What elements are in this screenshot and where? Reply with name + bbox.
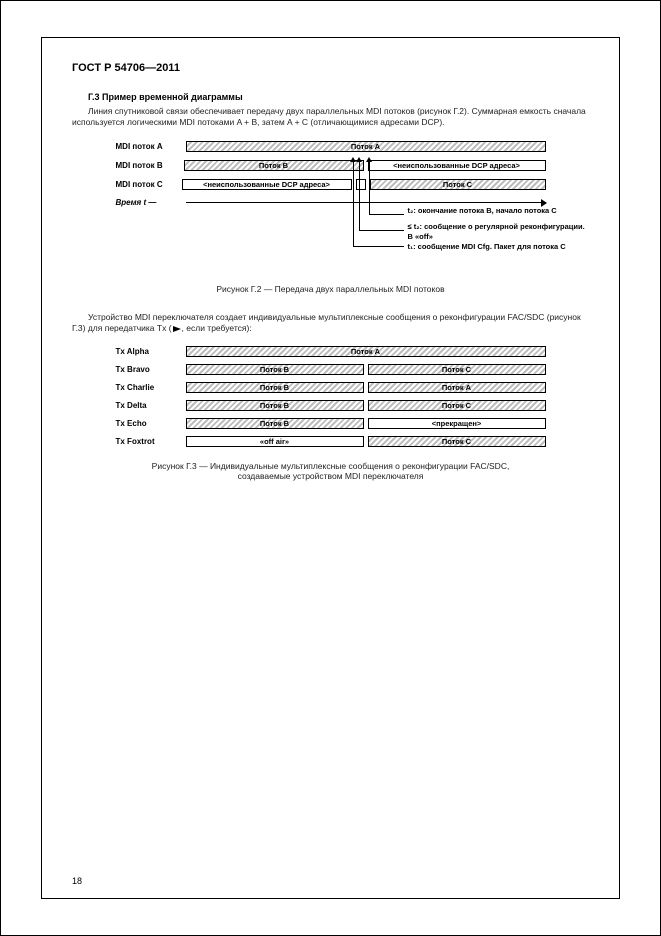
figure-g2: MDI поток AПоток AMDI поток BПоток B<неи… xyxy=(116,139,546,272)
tx-row: Tx EchoПоток B <прекращен> xyxy=(116,417,546,431)
timing-row: MDI поток C<неиспользованные DCP адреса>… xyxy=(116,177,546,192)
row-label: Tx Foxtrot xyxy=(116,437,186,446)
tx-row: Tx CharlieПоток B Поток A xyxy=(116,381,546,395)
callouts: t₂: окончание потока B, начало потока C≤… xyxy=(186,208,546,272)
bar-wrap: Поток B Поток C xyxy=(186,364,546,375)
row-label: Tx Delta xyxy=(116,401,186,410)
timing-segment: <неиспользованные DCP адреса> xyxy=(368,160,546,171)
doc-title: ГОСТ Р 54706—2011 xyxy=(72,62,589,74)
callout-note: ≤ t₂: сообщение о регулярной реконфигура… xyxy=(408,222,585,231)
paragraph-2-b: , если требуется): xyxy=(182,323,252,333)
bar-wrap: Поток A xyxy=(186,346,546,357)
row-label: MDI поток B xyxy=(116,161,184,170)
tx-segment: Поток B xyxy=(186,382,364,393)
tx-segment: Поток B xyxy=(186,400,364,411)
bar-wrap: Поток B <неиспользованные DCP адреса> xyxy=(184,160,546,171)
bar-wrap: «off air» Поток C xyxy=(186,436,546,447)
row-label: MDI поток C xyxy=(116,180,182,189)
timing-segment: Поток B xyxy=(184,160,364,171)
row-label: Tx Echo xyxy=(116,419,186,428)
triangle-icon xyxy=(173,326,181,332)
tx-segment: <прекращен> xyxy=(368,418,546,429)
row-label: Tx Alpha xyxy=(116,347,186,356)
tx-segment: Поток B xyxy=(186,364,364,375)
callout-note: t₁: сообщение MDI Cfg. Пакет для потока … xyxy=(408,242,566,251)
page-number: 18 xyxy=(72,876,82,886)
tx-segment: Поток A xyxy=(186,346,546,357)
tx-segment: Поток C xyxy=(368,364,546,375)
timing-segment: Поток A xyxy=(186,141,546,152)
callout-note: t₂: окончание потока B, начало потока C xyxy=(408,206,557,215)
paragraph-2-a: Устройство MDI переключателя создает инд… xyxy=(72,312,581,333)
tx-segment: Поток B xyxy=(186,418,364,429)
figure-g3: Tx AlphaПоток ATx BravoПоток BПоток CTx … xyxy=(116,345,546,449)
callout-note: B «off» xyxy=(408,232,433,241)
timing-row: MDI поток AПоток A xyxy=(116,139,546,154)
figure-g3-caption: Рисунок Г.3 — Индивидуальные мультиплекс… xyxy=(72,461,589,481)
paragraph-2: Устройство MDI переключателя создает инд… xyxy=(72,312,589,335)
row-label: MDI поток A xyxy=(116,142,186,151)
bar-wrap: Поток B Поток C xyxy=(186,400,546,411)
tx-row: Tx AlphaПоток A xyxy=(116,345,546,359)
row-label: Tx Charlie xyxy=(116,383,186,392)
timing-row: MDI поток BПоток B <неиспользованные DCP … xyxy=(116,158,546,173)
timing-segment: <неиспользованные DCP адреса> xyxy=(182,179,352,190)
tx-segment: Поток C xyxy=(368,436,546,447)
figure-g3-caption-l1: Рисунок Г.3 — Индивидуальные мультиплекс… xyxy=(152,461,510,471)
figure-g3-caption-l2: создаваемые устройством MDI переключател… xyxy=(238,471,424,481)
tx-segment: «off air» xyxy=(186,436,364,447)
time-label: Время t — xyxy=(116,198,186,208)
tx-segment: Поток A xyxy=(368,382,546,393)
figure-g2-caption: Рисунок Г.2 — Передача двух параллельных… xyxy=(72,284,589,294)
tx-row: Tx BravoПоток B Поток C xyxy=(116,363,546,377)
bar-wrap: Поток A xyxy=(186,141,546,152)
timing-segment: Поток C xyxy=(370,179,546,190)
bar-wrap: Поток B <прекращен> xyxy=(186,418,546,429)
tx-segment: Поток C xyxy=(368,400,546,411)
bar-wrap: <неиспользованные DCP адреса> Поток C xyxy=(182,179,546,190)
tx-row: Tx Foxtrot«off air» Поток C xyxy=(116,435,546,449)
bar-wrap: Поток B Поток A xyxy=(186,382,546,393)
timing-segment xyxy=(356,179,366,190)
row-label: Tx Bravo xyxy=(116,365,186,374)
tx-row: Tx DeltaПоток B Поток C xyxy=(116,399,546,413)
paragraph-1: Линия спутниковой связи обеспечивает пер… xyxy=(72,106,589,129)
section-title: Г.3 Пример временной диаграммы xyxy=(88,92,589,102)
